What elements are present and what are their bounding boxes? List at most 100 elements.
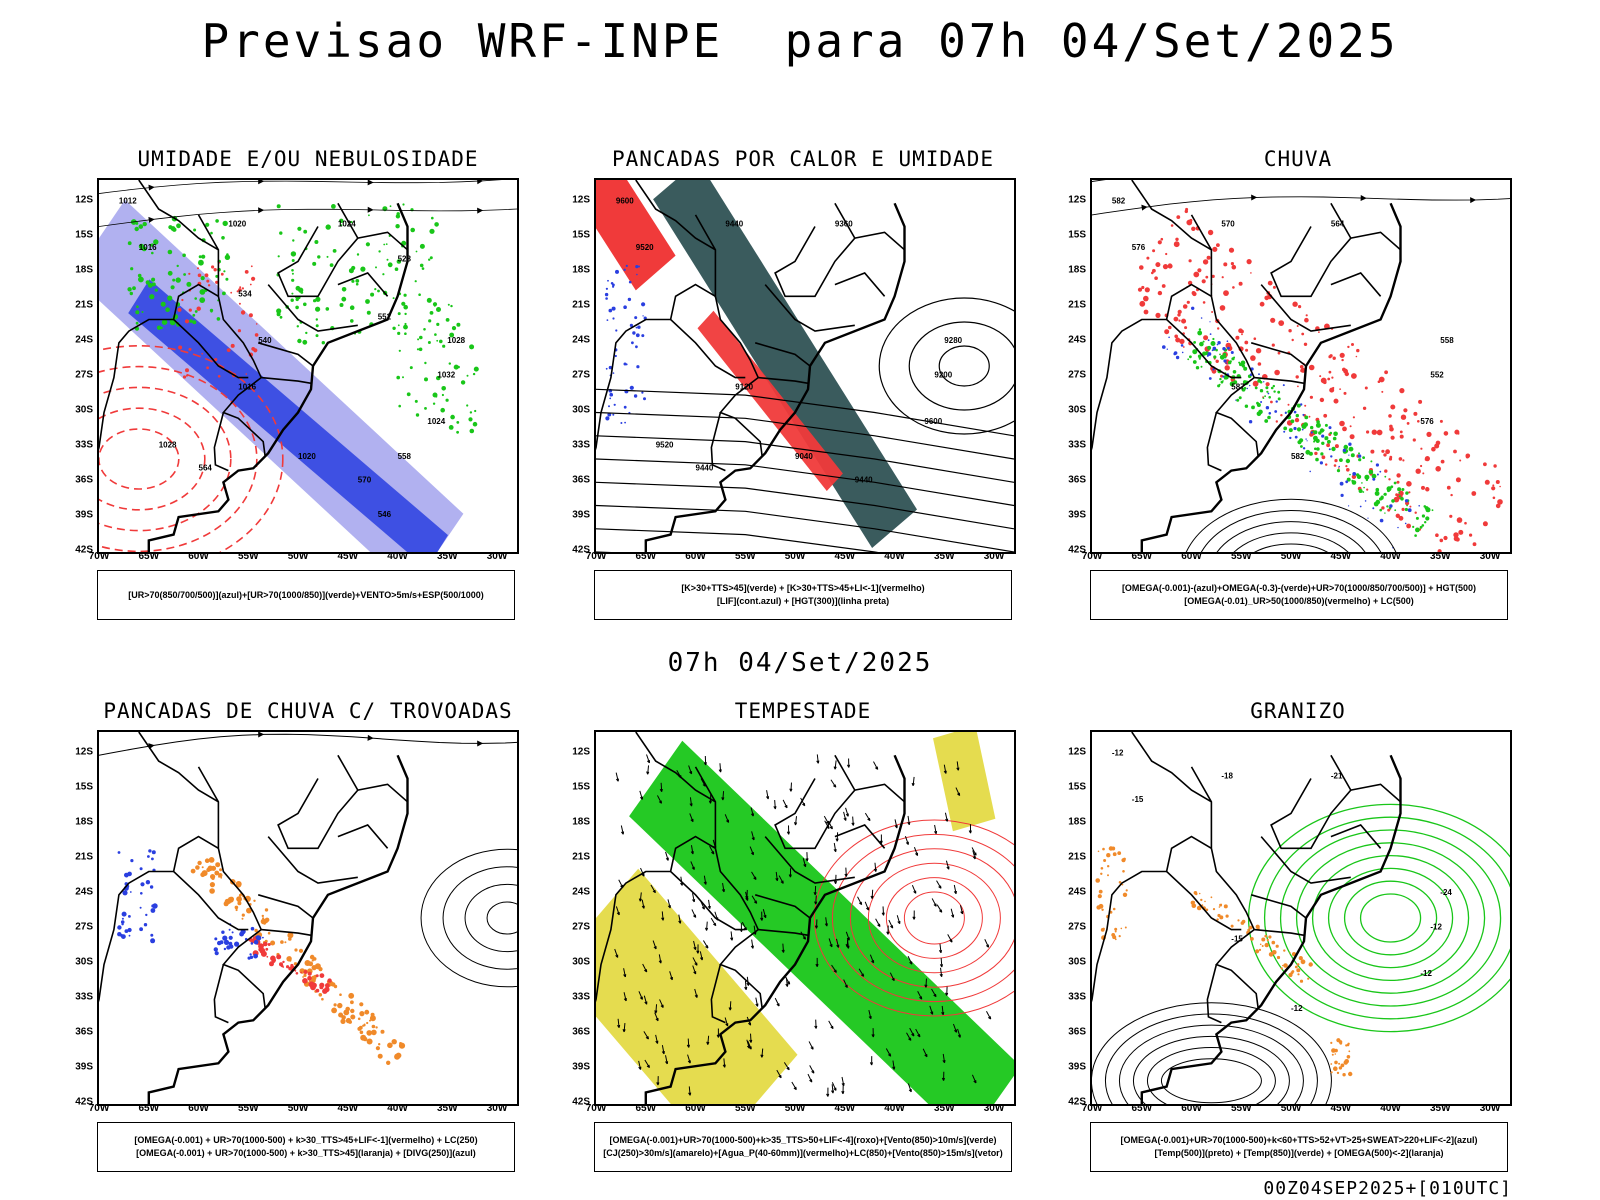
orange-storm-area <box>294 948 298 952</box>
green-rain-area <box>1313 440 1316 443</box>
latitude-axis: 12S 15S 18S 21S 24S 27S 30S 33S 36S 39S 42S <box>1056 178 1086 556</box>
red-rain-area <box>1201 279 1206 284</box>
wind-vector <box>907 955 913 965</box>
green-humidity-blob <box>473 366 479 372</box>
latitude-tick: 27S <box>1068 921 1086 933</box>
green-humidity-blob <box>295 305 299 310</box>
red-rain-area <box>1355 355 1358 358</box>
red-rain-area <box>1215 359 1219 363</box>
red-rain-area <box>1265 382 1270 387</box>
border-line <box>834 272 886 297</box>
green-rain-area <box>1272 384 1275 388</box>
red-rain-area <box>1383 453 1387 457</box>
green-humidity-blob <box>404 312 407 316</box>
red-rain-area <box>1413 411 1418 416</box>
contour-label: 558 <box>1440 336 1454 345</box>
stream-arrow <box>258 207 265 214</box>
orange-storm-area <box>263 921 266 925</box>
wind-vector <box>907 815 911 826</box>
red-thickness-mark <box>230 343 235 348</box>
wind-vector <box>828 1020 834 1030</box>
orange-storm-area <box>241 917 244 920</box>
red-rain-area <box>1141 285 1145 290</box>
red-rain-area <box>1450 493 1453 497</box>
border-line <box>1250 894 1307 919</box>
green-humidity-blob <box>366 310 371 315</box>
red-rain-area <box>1314 451 1318 456</box>
border-line <box>1330 824 1382 849</box>
blue-divergence-blob <box>124 872 129 878</box>
red-rain-area <box>1415 468 1421 474</box>
green-humidity-blob <box>215 274 219 278</box>
green-humidity-blob <box>410 227 416 233</box>
orange-omega-area <box>1289 952 1291 954</box>
green-humidity-blob <box>201 254 206 259</box>
red-rain-area <box>1181 318 1187 324</box>
temp850-contour <box>1279 829 1502 1007</box>
latitude-tick: 18S <box>75 816 93 828</box>
border-line <box>596 318 671 451</box>
orange-storm-area <box>391 1039 397 1045</box>
red-rain-area <box>1296 325 1299 327</box>
red-rain-area <box>1471 491 1477 496</box>
wind-vector <box>750 939 754 949</box>
latitude-tick: 21S <box>75 299 93 311</box>
green-humidity-blob <box>315 318 318 321</box>
latitude-tick: 33S <box>75 991 93 1003</box>
longitude-tick: 35W <box>933 1103 955 1114</box>
wind-vector <box>728 1001 732 1011</box>
hgt-contour <box>596 388 1014 437</box>
wind-vector <box>844 867 848 877</box>
orange-storm-area <box>366 1038 373 1045</box>
red-water-contour <box>903 891 965 945</box>
green-rain-area <box>1198 357 1201 360</box>
red-rain-area <box>1406 422 1410 425</box>
latitude-tick: 12S <box>1068 746 1086 758</box>
wind-vector <box>936 880 942 889</box>
red-rain-area <box>1241 333 1243 336</box>
green-rain-area <box>1362 491 1365 493</box>
green-humidity-blob <box>315 324 319 328</box>
blue-divergence-blob <box>214 937 218 941</box>
stream-arrow <box>367 206 374 213</box>
border-line <box>694 766 763 1009</box>
red-rain-area <box>1499 485 1501 488</box>
blue-rain-area <box>1173 351 1178 355</box>
green-humidity-blob <box>404 322 407 326</box>
green-rain-area <box>1321 441 1325 445</box>
longitude-tick: 30W <box>1479 551 1501 562</box>
wind-vector <box>816 754 820 764</box>
latitude-tick: 33S <box>572 991 590 1003</box>
longitude-axis: 70W 65W 60W 55W 50W 45W 40W 35W 30W <box>1082 551 1508 565</box>
contour-label: -18 <box>1221 772 1233 781</box>
wind-vector <box>911 776 915 787</box>
longitude-tick: 70W <box>1081 1103 1103 1114</box>
border-line <box>758 376 810 385</box>
red-rain-area <box>1366 430 1370 434</box>
wind-vector <box>704 921 709 931</box>
green-humidity-blob <box>349 305 355 310</box>
orange-omega-area <box>1118 935 1121 938</box>
green-humidity-blob <box>136 305 139 308</box>
red-rain-area <box>1297 385 1299 388</box>
orange-omega-area <box>1190 900 1195 905</box>
contour-label: 564 <box>199 464 213 473</box>
green-humidity-blob <box>182 253 186 258</box>
wind-vector <box>654 1004 658 1014</box>
wind-vector <box>710 917 717 927</box>
latitude-tick: 39S <box>75 509 93 521</box>
orange-storm-area <box>369 1019 371 1022</box>
latitude-axis: 12S 15S 18S 21S 24S 27S 30S 33S 36S 39S 42S <box>63 178 93 556</box>
green-humidity-blob <box>456 421 460 424</box>
temp500-contour <box>1160 1058 1262 1104</box>
orange-storm-area <box>195 865 200 870</box>
wind-vector <box>831 1084 835 1094</box>
red-rain-area <box>1385 449 1390 455</box>
wind-vector <box>703 756 707 766</box>
green-rain-area <box>1394 509 1397 512</box>
green-humidity-blob <box>130 267 134 271</box>
orange-storm-area <box>359 1002 364 1007</box>
red-rain-area <box>1459 459 1462 462</box>
red-rain-area <box>1202 301 1206 304</box>
